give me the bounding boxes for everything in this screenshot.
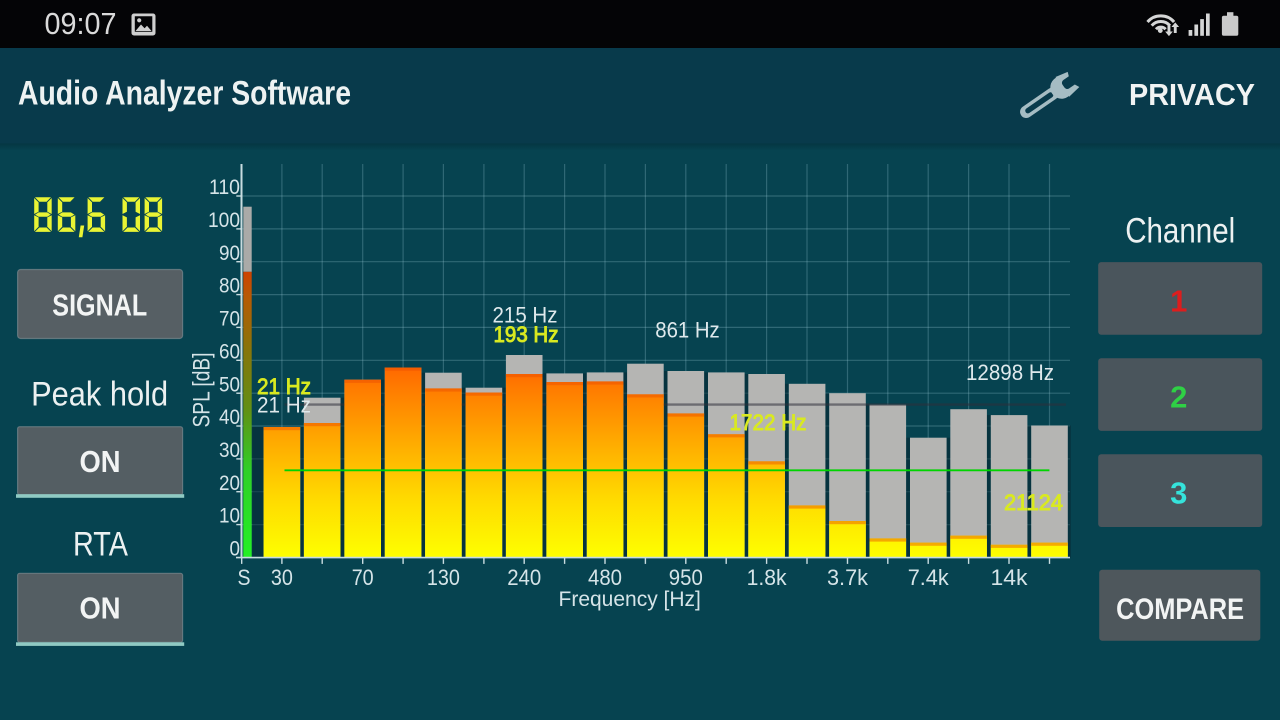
svg-text:14k: 14k bbox=[991, 565, 1029, 590]
svg-text:1: 1 bbox=[1170, 283, 1187, 318]
svg-text:20: 20 bbox=[219, 472, 240, 495]
svg-text:0: 0 bbox=[230, 538, 241, 561]
svg-text:3.7k: 3.7k bbox=[827, 565, 869, 590]
svg-text:2: 2 bbox=[1170, 380, 1187, 415]
svg-text:12898 Hz: 12898 Hz bbox=[966, 360, 1054, 385]
svg-text:30: 30 bbox=[219, 439, 240, 462]
svg-text:193 Hz: 193 Hz bbox=[494, 322, 559, 347]
svg-text:21 Hz: 21 Hz bbox=[257, 393, 311, 418]
svg-text:SIGNAL: SIGNAL bbox=[52, 288, 147, 323]
svg-text:100: 100 bbox=[208, 209, 240, 232]
svg-text:215 Hz: 215 Hz bbox=[493, 303, 558, 328]
svg-text:240: 240 bbox=[507, 565, 541, 590]
svg-text:30: 30 bbox=[271, 565, 293, 590]
svg-text:861 Hz: 861 Hz bbox=[655, 318, 720, 343]
svg-text:ON: ON bbox=[80, 444, 121, 479]
svg-text:3: 3 bbox=[1170, 476, 1187, 511]
svg-text:110: 110 bbox=[209, 176, 240, 199]
svg-text:1.8k: 1.8k bbox=[747, 565, 788, 590]
svg-text:480: 480 bbox=[588, 565, 622, 590]
svg-text:Peak hold: Peak hold bbox=[31, 375, 168, 413]
svg-text:50: 50 bbox=[219, 373, 240, 396]
svg-text:80: 80 bbox=[219, 275, 240, 298]
svg-text:21124: 21124 bbox=[1004, 490, 1063, 515]
svg-text:RTA: RTA bbox=[73, 525, 128, 563]
svg-text:70: 70 bbox=[219, 308, 240, 331]
svg-text:21 Hz: 21 Hz bbox=[257, 374, 311, 399]
svg-text:COMPARE: COMPARE bbox=[1116, 593, 1244, 626]
svg-text:SPL [dB]: SPL [dB] bbox=[189, 353, 216, 428]
svg-text:Audio Analyzer Software: Audio Analyzer Software bbox=[18, 75, 351, 113]
svg-text:Channel: Channel bbox=[1125, 212, 1235, 251]
svg-text:S: S bbox=[238, 565, 251, 590]
svg-text:130: 130 bbox=[427, 565, 460, 590]
svg-text:60: 60 bbox=[219, 340, 240, 363]
svg-text:10: 10 bbox=[219, 505, 240, 528]
svg-text:950: 950 bbox=[669, 565, 703, 590]
svg-text:09:07: 09:07 bbox=[45, 6, 117, 41]
svg-text:7.4k: 7.4k bbox=[908, 565, 950, 590]
svg-text:40: 40 bbox=[219, 406, 240, 429]
svg-text:70: 70 bbox=[352, 565, 374, 590]
svg-text:90: 90 bbox=[219, 242, 240, 265]
svg-text:Frequency [Hz]: Frequency [Hz] bbox=[559, 588, 701, 611]
svg-text:1722 Hz: 1722 Hz bbox=[730, 410, 807, 435]
svg-text:PRIVACY: PRIVACY bbox=[1129, 77, 1255, 112]
svg-text:ON: ON bbox=[80, 591, 121, 626]
